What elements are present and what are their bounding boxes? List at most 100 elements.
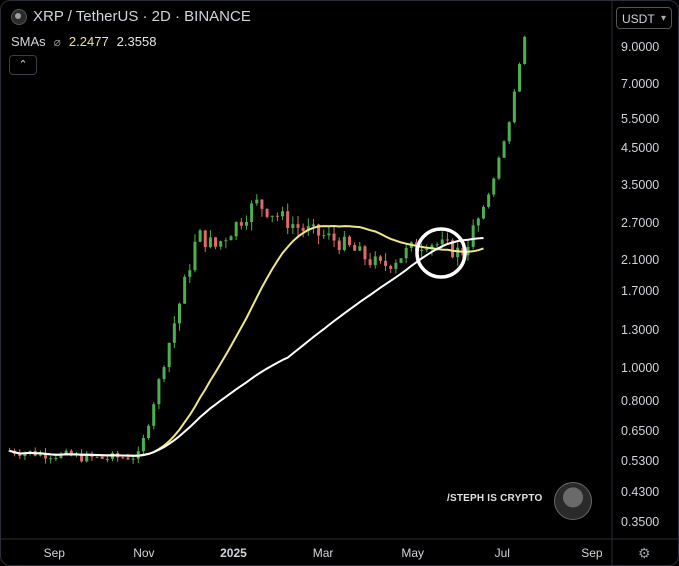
time-tick-label: Sep	[43, 546, 65, 560]
candle	[224, 237, 228, 249]
candle	[286, 203, 290, 234]
candle	[33, 447, 37, 457]
candle	[49, 455, 53, 464]
candle	[54, 455, 58, 462]
price-tick-label: 0.8000	[621, 394, 660, 409]
candle	[487, 192, 491, 209]
time-tick-label: Sep	[581, 546, 603, 560]
candle	[188, 264, 192, 284]
candle	[471, 219, 475, 250]
price-tick-label: 0.3500	[621, 515, 660, 529]
candle	[301, 223, 305, 238]
currency-selector[interactable]: USDT ▾	[616, 7, 672, 29]
candle	[275, 212, 279, 222]
candle	[327, 226, 331, 240]
candle	[281, 206, 285, 221]
crossover-highlight-circle	[415, 227, 467, 279]
candle	[363, 244, 367, 266]
candle	[229, 234, 233, 241]
candle	[373, 251, 377, 269]
price-tick-label: 7.0000	[621, 76, 660, 91]
price-tick-label: 4.5000	[621, 141, 660, 156]
candle	[476, 217, 480, 232]
price-tick-label: 0.5300	[621, 454, 660, 469]
candle	[177, 302, 181, 331]
candles	[7, 35, 527, 464]
price-tick-label: 9.0000	[621, 40, 660, 54]
candle	[90, 451, 94, 461]
candle	[157, 377, 161, 410]
candle	[353, 242, 357, 251]
candle	[466, 239, 470, 261]
candle	[85, 451, 89, 463]
price-tick-label: 5.5000	[621, 112, 660, 127]
candle	[152, 402, 156, 430]
candle	[502, 140, 506, 158]
candle	[167, 342, 171, 373]
avatar	[554, 482, 592, 520]
price-tick-label: 1.0000	[621, 361, 660, 376]
candle	[255, 194, 259, 206]
candle	[399, 258, 403, 264]
candle	[234, 221, 238, 240]
candle	[492, 177, 496, 197]
candle	[368, 252, 372, 268]
visibility-icon[interactable]: ⌀	[53, 34, 61, 49]
price-tick-label: 0.6500	[621, 424, 660, 439]
candle	[183, 274, 187, 304]
candle	[481, 205, 485, 220]
candle	[214, 236, 218, 250]
price-tick-label: 2.7000	[621, 216, 660, 231]
candle	[523, 35, 527, 65]
candle	[172, 315, 176, 349]
candle	[394, 259, 398, 274]
candle	[518, 62, 522, 92]
candle	[409, 241, 413, 252]
candle	[100, 456, 104, 460]
candle	[265, 208, 269, 219]
time-tick-label: May	[401, 546, 425, 560]
sma-legend[interactable]: SMAs ⌀ 2.2477 2.3558	[11, 34, 156, 49]
candle	[296, 215, 300, 236]
sma-slow-value: 2.3558	[116, 34, 157, 49]
xrp-logo-icon	[11, 8, 27, 25]
candle	[306, 218, 310, 236]
candle	[95, 456, 99, 459]
candle	[348, 235, 352, 247]
candle	[497, 156, 501, 181]
candle	[322, 229, 326, 240]
candle	[512, 88, 516, 124]
candle	[147, 424, 151, 440]
sma-slow-line	[9, 237, 484, 457]
candle	[250, 200, 254, 231]
candle	[260, 198, 264, 217]
candle	[239, 217, 243, 230]
candle	[456, 242, 460, 266]
price-tick-label: 1.7000	[621, 283, 660, 298]
sma-fast-value: 2.2477	[68, 34, 109, 49]
chevron-down-icon: ▾	[660, 13, 666, 24]
candle	[44, 448, 48, 464]
chevron-up-icon: ⌃	[18, 59, 28, 71]
candle	[80, 449, 84, 463]
candle	[244, 215, 248, 230]
candle	[384, 253, 388, 272]
time-tick-label: Mar	[312, 546, 334, 560]
candle	[291, 216, 295, 235]
candle	[270, 215, 274, 223]
gear-icon[interactable]: ⚙	[638, 545, 651, 561]
symbol-header[interactable]: XRP / TetherUS · 2D · BINANCE	[11, 8, 251, 25]
candle	[311, 218, 315, 234]
symbol-title: XRP / TetherUS · 2D · BINANCE	[33, 8, 251, 25]
candle	[389, 264, 393, 274]
price-tick-label: 0.4300	[621, 484, 660, 499]
candle	[141, 434, 145, 455]
candle	[342, 230, 346, 252]
candle	[358, 241, 362, 251]
candle	[445, 232, 449, 244]
collapse-legend-button[interactable]: ⌃	[9, 55, 37, 75]
candle	[162, 365, 166, 383]
watermark-text: /STEPH IS CRYPTO	[447, 493, 543, 504]
